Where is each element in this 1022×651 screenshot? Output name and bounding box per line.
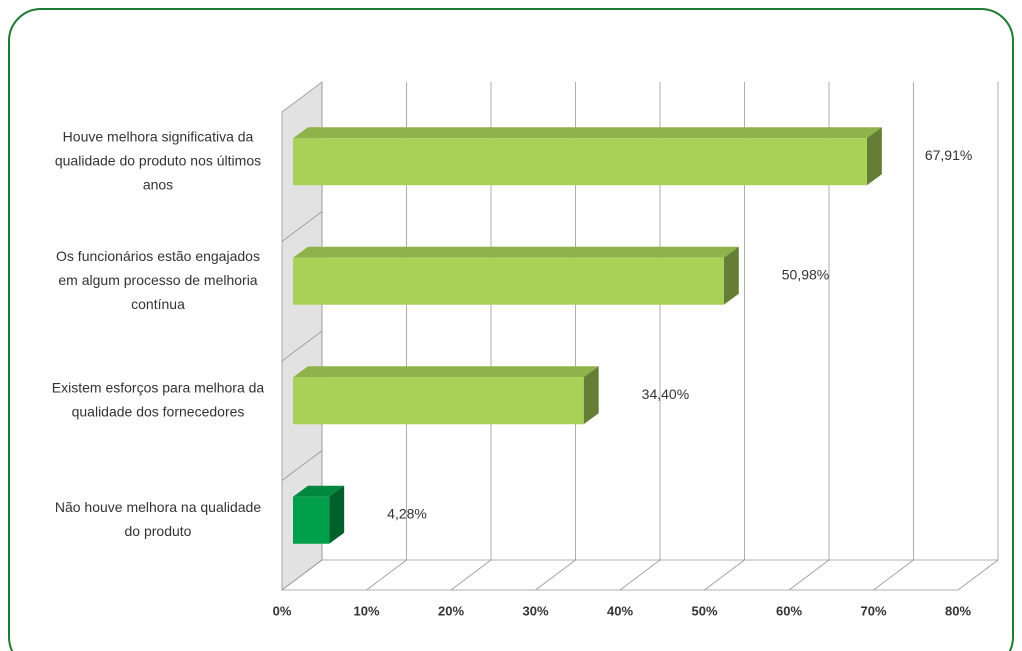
category-label: Os funcionários estão engajados (56, 248, 260, 264)
floor-line (281, 559, 323, 591)
floor-line (873, 559, 914, 591)
bar-side (583, 366, 599, 425)
floor-line (957, 559, 999, 591)
floor-line (535, 559, 576, 591)
bar-top (293, 127, 882, 139)
bar-top (293, 485, 345, 497)
floor-line (788, 559, 830, 591)
bar (293, 257, 724, 305)
bar-side (329, 485, 345, 544)
x-tick-label: 30% (522, 603, 548, 618)
category-label: Houve melhora significativa da (63, 128, 254, 144)
category-label: qualidade do produto nos últimos (55, 152, 261, 168)
value-label: 50,98% (782, 266, 829, 282)
floor-line (704, 559, 745, 591)
category-label: do produto (125, 523, 192, 539)
x-tick-label: 0% (273, 603, 292, 618)
category-label: Não houve melhora na qualidade (55, 499, 261, 515)
x-tick-label: 50% (691, 603, 717, 618)
category-label: qualidade dos fornecedores (72, 403, 245, 419)
x-tick-label: 80% (945, 603, 971, 618)
x-tick-label: 40% (607, 603, 633, 618)
category-label: contínua (131, 296, 185, 312)
x-tick-label: 10% (353, 603, 379, 618)
bar (293, 496, 330, 544)
floor-line (619, 559, 661, 591)
x-tick-label: 70% (860, 603, 886, 618)
bar-top (293, 246, 739, 258)
bar (293, 138, 867, 186)
value-label: 67,91% (925, 147, 972, 163)
category-tick (281, 211, 323, 242)
category-label: anos (143, 176, 173, 192)
bar-side (866, 127, 882, 186)
category-label: em algum processo de melhoria (58, 272, 257, 288)
bar-side (723, 246, 739, 305)
category-tick (281, 450, 323, 481)
floor-line (450, 559, 492, 591)
value-label: 4,28% (387, 505, 427, 521)
category-tick (281, 330, 323, 362)
value-label: 34,40% (642, 386, 689, 402)
category-label: Existem esforços para melhora da (52, 379, 265, 395)
frame (8, 8, 1014, 651)
bar-top (293, 366, 599, 378)
x-tick-label: 60% (776, 603, 802, 618)
floor-line (366, 559, 407, 591)
x-tick-label: 20% (438, 603, 464, 618)
bar (293, 377, 584, 425)
